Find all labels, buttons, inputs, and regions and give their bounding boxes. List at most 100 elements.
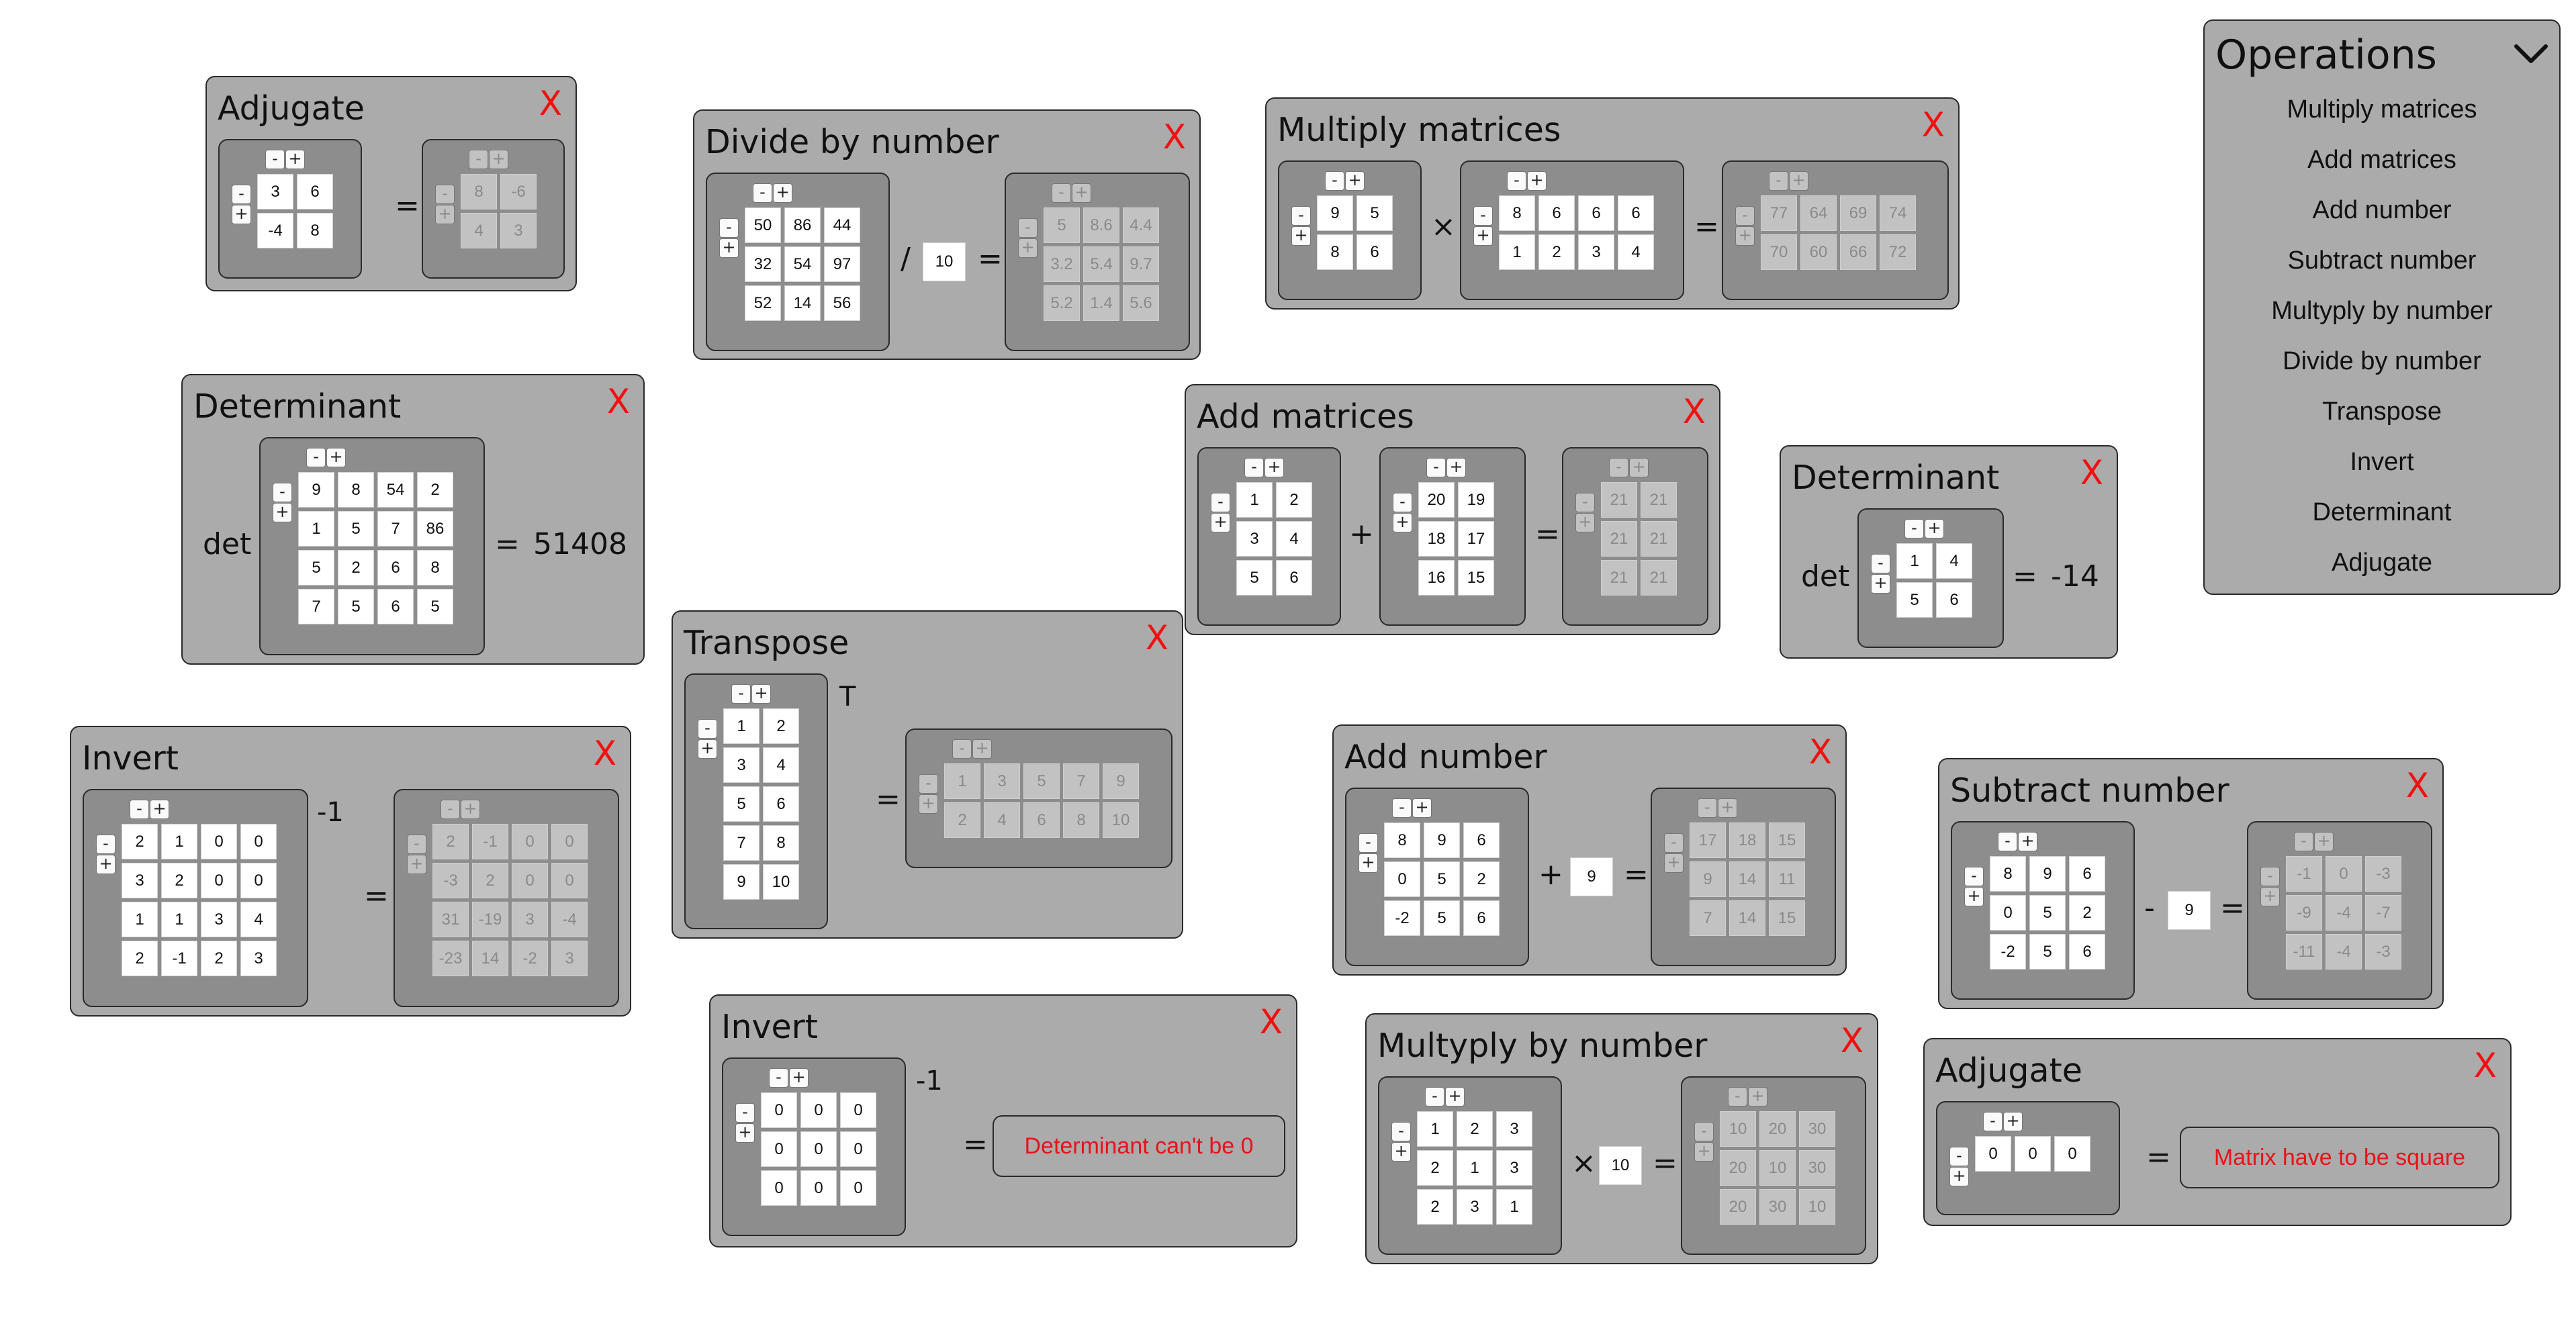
matrix-cell[interactable]: 2 [338,550,374,585]
matrix-cell[interactable]: 4 [763,747,799,783]
matrix-cell[interactable]: 8 [1990,856,2026,892]
matrix-cell[interactable]: 1 [161,824,197,859]
remove-row-button[interactable]: - [735,1103,755,1123]
add-column-button[interactable]: + [773,183,792,203]
add-row-button[interactable]: + [698,739,717,759]
matrix-cell[interactable]: 0 [761,1092,797,1128]
matrix-cell[interactable]: 86 [784,207,821,243]
add-column-button[interactable]: + [751,684,771,704]
matrix-cell[interactable]: 2 [122,824,158,859]
remove-column-button[interactable]: - [1609,458,1628,477]
add-column-button[interactable]: + [1748,1087,1767,1106]
matrix-cell[interactable]: 56 [824,285,860,321]
matrix-cell[interactable]: 6 [1618,195,1654,231]
remove-column-button[interactable]: - [769,1068,788,1088]
close-button[interactable]: X [1682,392,1706,431]
matrix-cell[interactable]: 7 [377,511,414,547]
matrix-cell[interactable]: 97 [824,246,860,282]
menu-item-multiply-matrices[interactable]: Multiply matrices [2287,95,2477,124]
matrix-cell[interactable]: 0 [761,1170,797,1206]
add-row-button[interactable]: + [1391,1142,1411,1162]
add-column-button[interactable]: + [1789,171,1808,191]
matrix-cell[interactable]: 2 [1417,1189,1453,1225]
add-row-button[interactable]: + [1359,853,1378,873]
matrix-cell[interactable]: 0 [240,863,277,898]
menu-item-multiply-by-number[interactable]: Multyply by number [2271,297,2493,325]
matrix-cell[interactable]: 5 [1424,861,1460,897]
remove-row-button[interactable]: - [1694,1122,1714,1141]
matrix-cell[interactable]: 5 [2029,934,2066,970]
matrix-cell[interactable]: 3 [1496,1150,1532,1186]
matrix-cell[interactable]: 1 [1499,234,1535,270]
close-button[interactable]: X [1259,1002,1283,1041]
matrix-cell[interactable]: 0 [2015,1136,2051,1172]
matrix-cell[interactable]: 4 [1276,521,1312,557]
matrix-cell[interactable]: 10 [763,864,799,900]
close-button[interactable]: X [593,734,616,773]
remove-row-button[interactable]: - [1393,493,1412,512]
matrix-cell[interactable]: 5 [1356,195,1393,231]
matrix-cell[interactable]: 1 [1896,543,1933,579]
matrix-cell[interactable]: 0 [1384,861,1420,897]
close-button[interactable]: X [2473,1046,2497,1085]
remove-column-button[interactable]: - [1052,183,1071,203]
matrix-cell[interactable]: 5 [723,786,760,822]
remove-row-button[interactable]: - [435,185,455,204]
matrix-cell[interactable]: 20 [1418,482,1455,518]
matrix-cell[interactable]: 8 [417,550,453,585]
add-column-button[interactable]: + [2018,832,2037,851]
matrix-cell[interactable]: 6 [1463,822,1500,858]
divisor-input[interactable]: 10 [923,242,966,281]
menu-item-transpose[interactable]: Transpose [2321,397,2442,426]
remove-row-button[interactable]: - [273,483,292,502]
matrix-cell[interactable]: 1 [1236,482,1273,518]
remove-row-button[interactable]: - [1291,206,1311,226]
remove-row-button[interactable]: - [919,774,938,794]
matrix-cell[interactable]: 5 [2029,895,2066,931]
add-column-button[interactable]: + [150,800,169,819]
add-column-button[interactable]: + [2003,1112,2023,1131]
add-column-button[interactable]: + [1345,171,1365,191]
add-row-button[interactable]: + [719,238,739,258]
matrix-cell[interactable]: 2 [1463,861,1500,897]
remove-row-button[interactable]: - [1964,867,1984,886]
matrix-cell[interactable]: 0 [1990,895,2026,931]
remove-row-button[interactable]: - [1018,218,1038,238]
matrix-cell[interactable]: 5 [1896,582,1933,618]
close-button[interactable]: X [539,84,562,123]
add-row-button[interactable]: + [2260,887,2280,906]
matrix-cell[interactable]: 2 [417,472,453,508]
matrix-cell[interactable]: 6 [763,786,799,822]
menu-item-divide-by-number[interactable]: Divide by number [2283,347,2481,375]
matrix-cell[interactable]: 6 [1463,900,1500,936]
matrix-cell[interactable]: 18 [1418,521,1455,557]
add-column-button[interactable]: + [1446,458,1466,477]
matrix-cell[interactable]: 0 [2054,1136,2090,1172]
close-button[interactable]: X [2080,453,2103,492]
add-row-button[interactable]: + [1694,1142,1714,1162]
matrix-cell[interactable]: 0 [840,1092,876,1128]
close-button[interactable]: X [1145,618,1168,657]
matrix-cell[interactable]: 9 [298,472,334,508]
add-column-button[interactable]: + [2314,832,2334,851]
matrix-cell[interactable]: 3 [201,902,237,937]
remove-column-button[interactable]: - [469,150,488,169]
matrix-cell[interactable]: 0 [240,824,277,859]
add-row-button[interactable]: + [1949,1167,1969,1186]
matrix-cell[interactable]: 6 [297,174,333,209]
add-row-button[interactable]: + [1735,226,1755,246]
matrix-cell[interactable]: 6 [2069,856,2105,892]
remove-row-button[interactable]: - [719,218,739,238]
matrix-cell[interactable]: 5 [298,550,334,585]
matrix-cell[interactable]: -2 [1384,900,1420,936]
matrix-cell[interactable]: 8 [1384,822,1420,858]
matrix-cell[interactable]: 2 [2069,895,2105,931]
matrix-cell[interactable]: 52 [745,285,781,321]
matrix-cell[interactable]: 0 [800,1131,837,1167]
matrix-cell[interactable]: 0 [800,1170,837,1206]
matrix-cell[interactable]: 1 [298,511,334,547]
remove-column-button[interactable]: - [265,150,285,169]
add-column-button[interactable]: + [461,800,480,819]
add-row-button[interactable]: + [1871,574,1890,594]
add-column-button[interactable]: + [1264,458,1284,477]
